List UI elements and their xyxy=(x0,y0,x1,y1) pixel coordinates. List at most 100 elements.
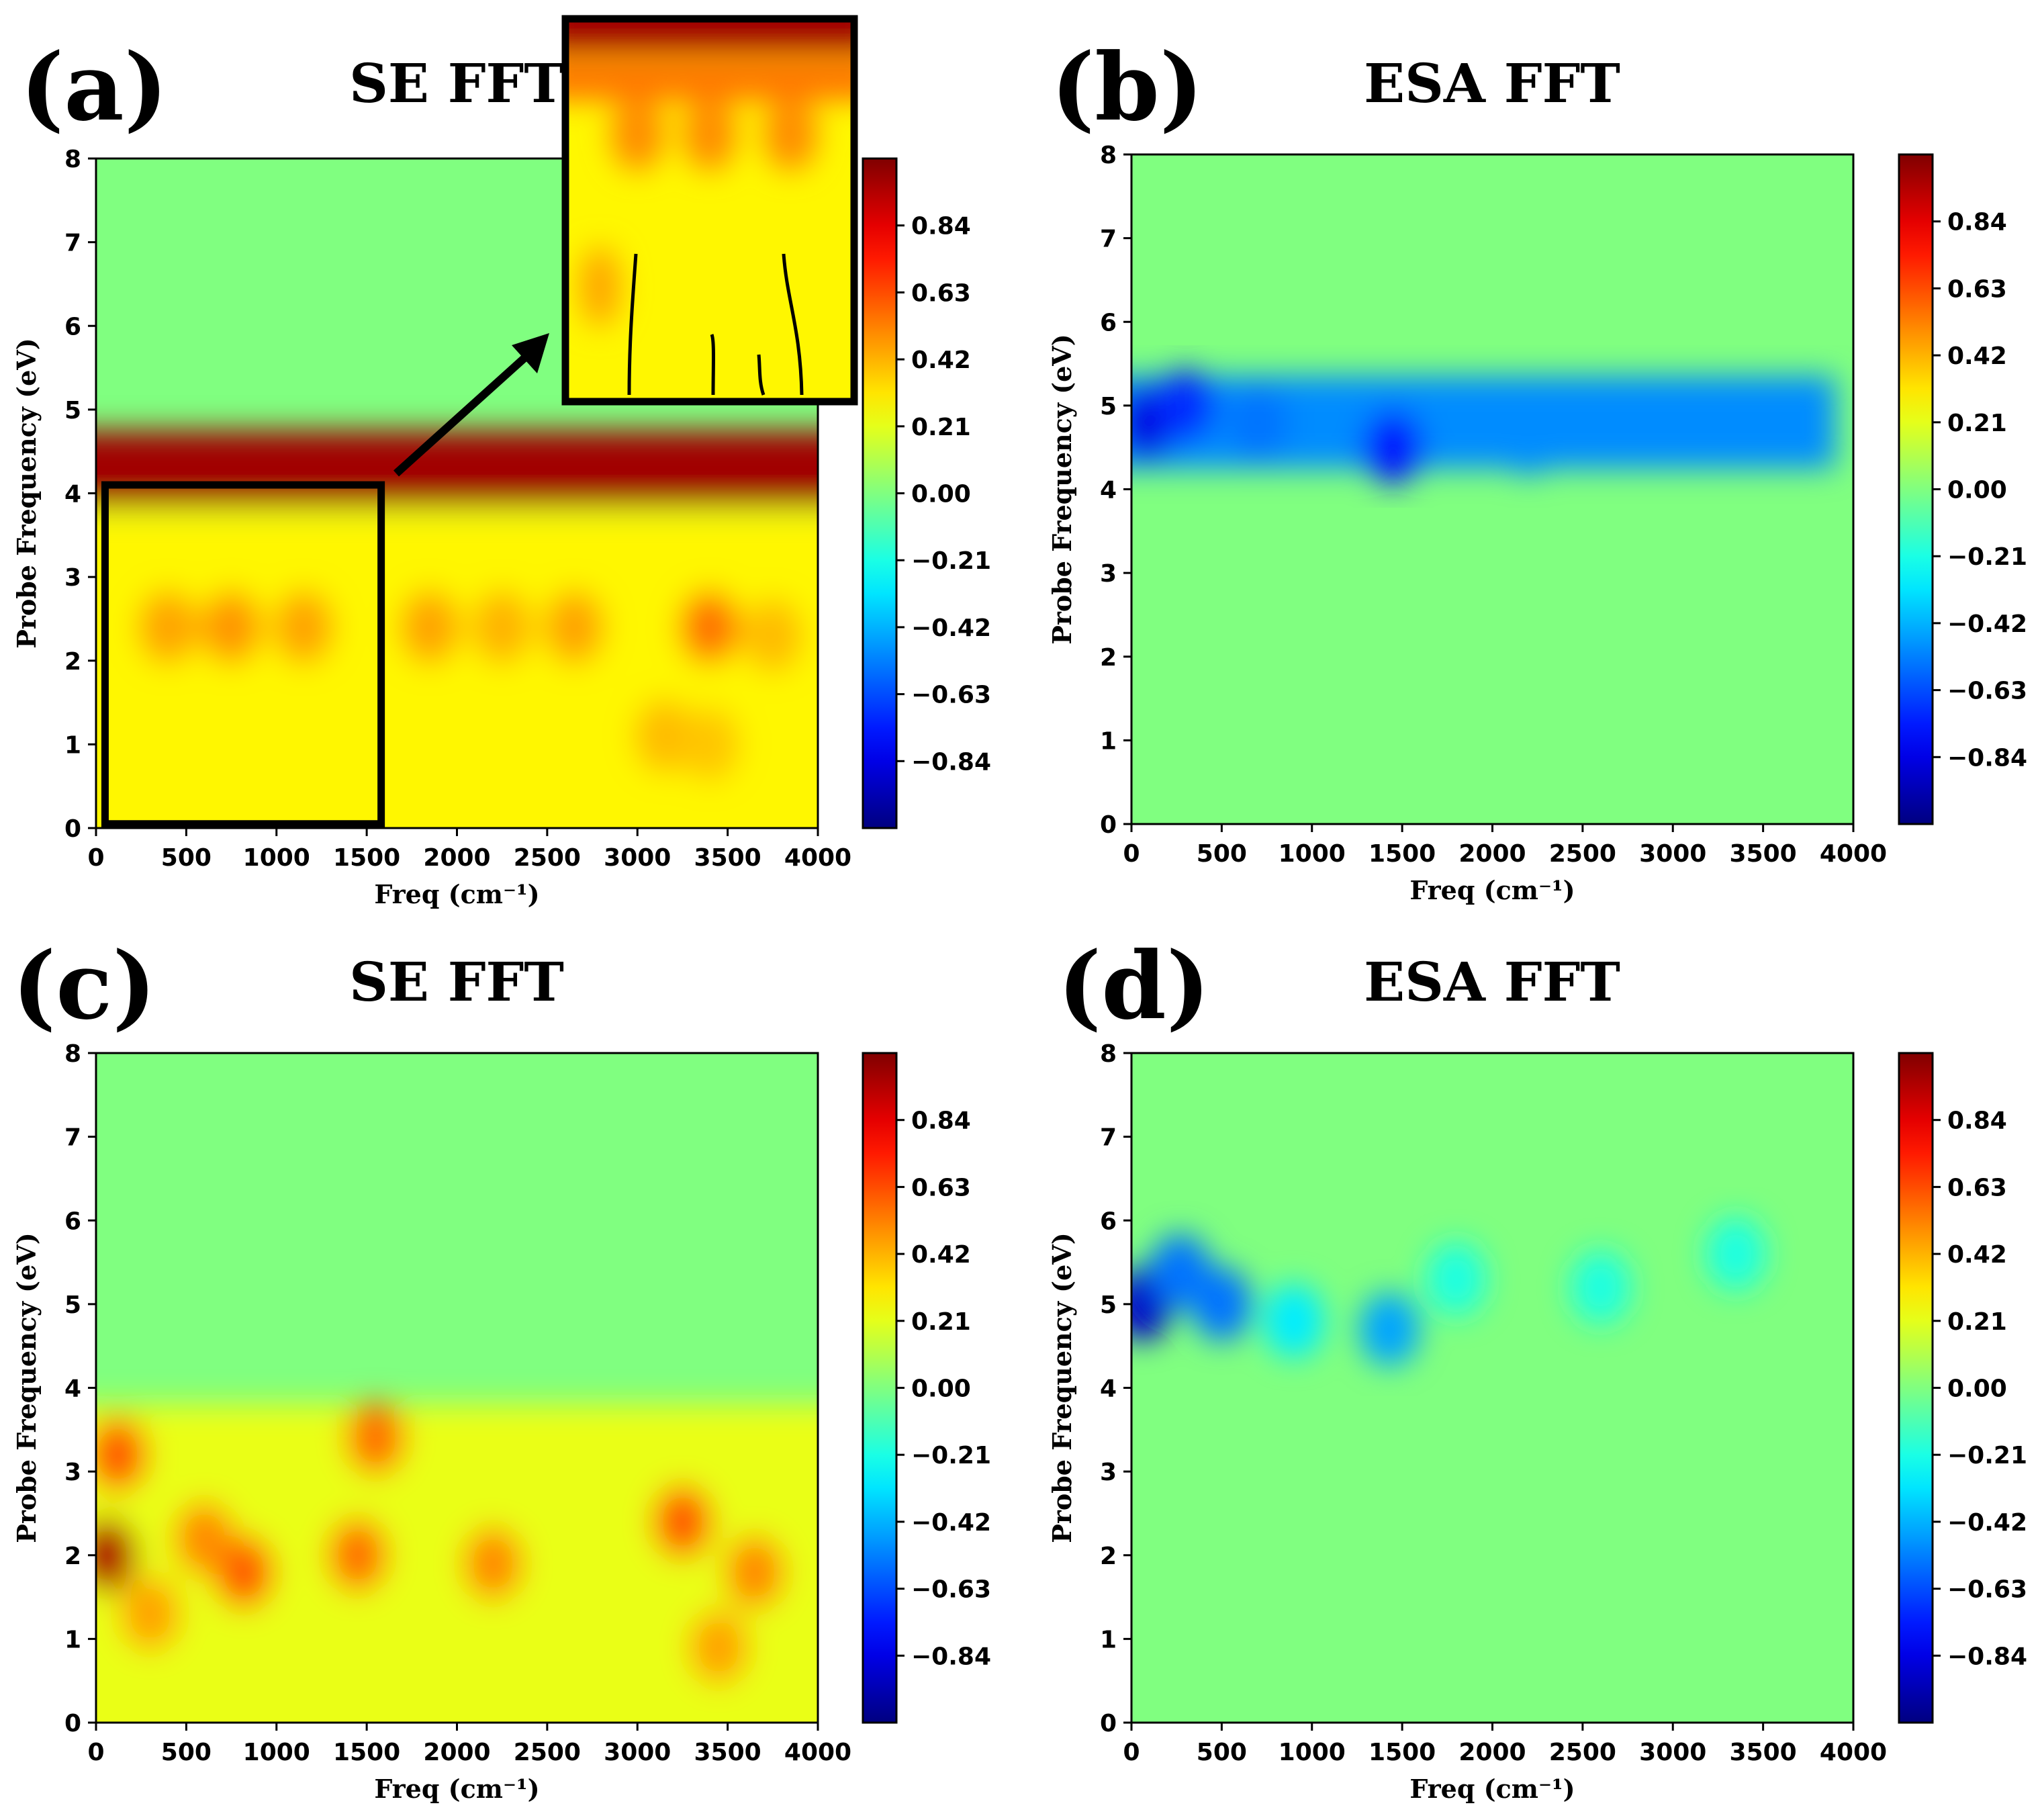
heatmap-spot xyxy=(1227,385,1289,459)
heatmap-area xyxy=(1131,1053,1853,1723)
heatmap-spot xyxy=(679,707,740,782)
x-tick-label: 2000 xyxy=(1458,840,1526,868)
x-tick-label: 2000 xyxy=(423,844,490,872)
colorbar-tick-label: 0.21 xyxy=(911,414,971,441)
heatmap-spot xyxy=(634,698,695,773)
heatmap-spot xyxy=(174,1501,235,1576)
x-tick-label: 2500 xyxy=(514,844,581,872)
colorbar-tick-label: 0.21 xyxy=(1947,410,2007,437)
heatmap-spot xyxy=(273,590,334,664)
colorbar-tick-label: 0.84 xyxy=(911,1107,971,1135)
x-tick-label: 0 xyxy=(1123,840,1140,868)
panel-letter: (d) xyxy=(1058,931,1210,1040)
x-tick-label: 500 xyxy=(161,1739,212,1766)
heatmap-background xyxy=(1131,1053,1853,1723)
y-tick-label: 8 xyxy=(1100,1040,1117,1068)
y-tick-label: 3 xyxy=(64,1459,81,1486)
y-tick-label: 8 xyxy=(64,146,81,173)
colorbar xyxy=(862,1052,898,1724)
colorbar-tick-label: 0.84 xyxy=(911,213,971,240)
y-tick-label: 4 xyxy=(64,1375,81,1403)
y-tick-label: 7 xyxy=(64,230,81,257)
heatmap-spot xyxy=(471,590,532,664)
heatmap-spot xyxy=(724,1535,785,1609)
heatmap-area xyxy=(96,1053,818,1723)
x-tick-label: 2500 xyxy=(1549,1739,1616,1766)
heatmap-area xyxy=(1131,154,1853,824)
heatmap-spot xyxy=(96,1418,148,1492)
x-tick-label: 1000 xyxy=(243,1739,310,1766)
x-tick-label: 3000 xyxy=(1639,840,1706,868)
colorbar-tick-label: 0.00 xyxy=(1947,477,2007,504)
colorbar-tick-label: −0.42 xyxy=(911,615,991,642)
x-tick-label: 2000 xyxy=(1458,1739,1526,1766)
inset-trace-line xyxy=(710,334,715,396)
y-tick-label: 5 xyxy=(64,397,81,424)
inset-frame xyxy=(561,15,858,406)
panel-0: 0 500 1000 1500 2000 2500 3000 3500 4000 0 1 2 3 4 5 6 7… xyxy=(11,15,991,909)
panel-title: SE FFT xyxy=(349,950,564,1013)
x-axis-label: Freq (cm⁻¹) xyxy=(1409,875,1575,905)
panel-title: ESA FFT xyxy=(1364,950,1620,1013)
x-tick-label: 3500 xyxy=(694,1739,761,1766)
y-tick-label: 7 xyxy=(64,1124,81,1152)
y-tick-label: 0 xyxy=(64,815,81,843)
zoom-arrow xyxy=(393,349,534,477)
x-tick-label: 4000 xyxy=(1820,1739,1887,1766)
y-tick-label: 6 xyxy=(1100,309,1117,336)
x-tick-label: 2000 xyxy=(423,1739,490,1766)
y-tick-label: 6 xyxy=(64,313,81,340)
zoom-arrow-head xyxy=(512,333,549,373)
colorbar xyxy=(1898,1052,1934,1724)
y-tick-label: 7 xyxy=(1100,226,1117,253)
panel-2: 0 500 1000 1500 2000 2500 3000 3500 4000 0 1 2 3 4 5 6 7… xyxy=(11,931,991,1804)
heatmap-spot xyxy=(688,1610,749,1684)
heatmap-spot xyxy=(1359,1292,1420,1367)
colorbar-tick-label: 0.00 xyxy=(911,1375,971,1403)
heatmap-region xyxy=(96,510,818,828)
heatmap-spot xyxy=(1570,1250,1631,1324)
heatmap-band xyxy=(96,430,818,506)
y-tick-label: 1 xyxy=(1100,727,1117,755)
y-tick-label: 3 xyxy=(1100,560,1117,588)
x-tick-label: 3500 xyxy=(694,844,761,872)
y-tick-label: 4 xyxy=(64,481,81,508)
colorbar-tick-label: 0.63 xyxy=(1947,275,2007,303)
colorbar-tick-label: 0.84 xyxy=(1947,1107,2007,1135)
heatmap-spot xyxy=(96,1518,138,1592)
colorbar-tick-label: −0.21 xyxy=(911,547,991,575)
y-tick-label: 5 xyxy=(64,1291,81,1319)
x-tick-label: 1500 xyxy=(333,1739,400,1766)
heatmap-spot xyxy=(1498,402,1559,476)
inset-heatmap xyxy=(565,19,854,402)
y-tick-label: 1 xyxy=(64,1626,81,1653)
x-tick-label: 1000 xyxy=(1279,1739,1346,1766)
colorbar-tick-label: 0.63 xyxy=(911,1174,971,1201)
colorbar-tick-label: −0.84 xyxy=(1947,1643,2027,1670)
panel-letter: (c) xyxy=(12,931,156,1040)
y-tick-label: 2 xyxy=(64,1543,81,1570)
x-tick-label: 0 xyxy=(1123,1739,1140,1766)
heatmap-spot xyxy=(1191,1267,1252,1341)
y-axis-label: Probe Frequency (eV) xyxy=(1047,1232,1077,1543)
x-tick-label: 3500 xyxy=(1730,840,1797,868)
y-tick-label: 7 xyxy=(1100,1124,1117,1152)
heatmap-spot xyxy=(120,1576,181,1651)
y-tick-label: 3 xyxy=(1100,1459,1117,1486)
y-tick-label: 2 xyxy=(1100,644,1117,672)
y-tick-label: 0 xyxy=(1100,1710,1117,1737)
y-tick-label: 3 xyxy=(64,564,81,592)
panel-letter: (a) xyxy=(20,32,168,142)
colorbar xyxy=(862,157,898,829)
colorbar-tick-label: −0.63 xyxy=(1947,1576,2027,1604)
heatmap-spot xyxy=(1426,1242,1487,1316)
inset-trace-line xyxy=(782,253,804,396)
colorbar-tick-label: 0.21 xyxy=(1947,1308,2007,1336)
x-tick-label: 1500 xyxy=(333,844,400,872)
inset-trace-line xyxy=(757,354,766,396)
y-tick-label: 2 xyxy=(64,648,81,676)
zoom-region-box xyxy=(101,481,385,828)
x-tick-label: 500 xyxy=(1197,840,1247,868)
panel-title: ESA FFT xyxy=(1364,52,1620,115)
